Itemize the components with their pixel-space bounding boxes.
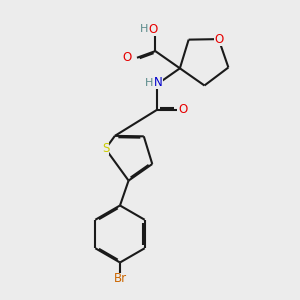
Text: H: H: [145, 78, 153, 88]
Text: O: O: [122, 51, 132, 64]
Text: N: N: [154, 76, 163, 89]
Text: H: H: [140, 24, 148, 34]
Text: O: O: [214, 33, 223, 46]
Text: O: O: [178, 103, 188, 116]
Text: S: S: [102, 142, 109, 155]
Text: O: O: [148, 23, 158, 36]
Text: Br: Br: [113, 272, 127, 286]
